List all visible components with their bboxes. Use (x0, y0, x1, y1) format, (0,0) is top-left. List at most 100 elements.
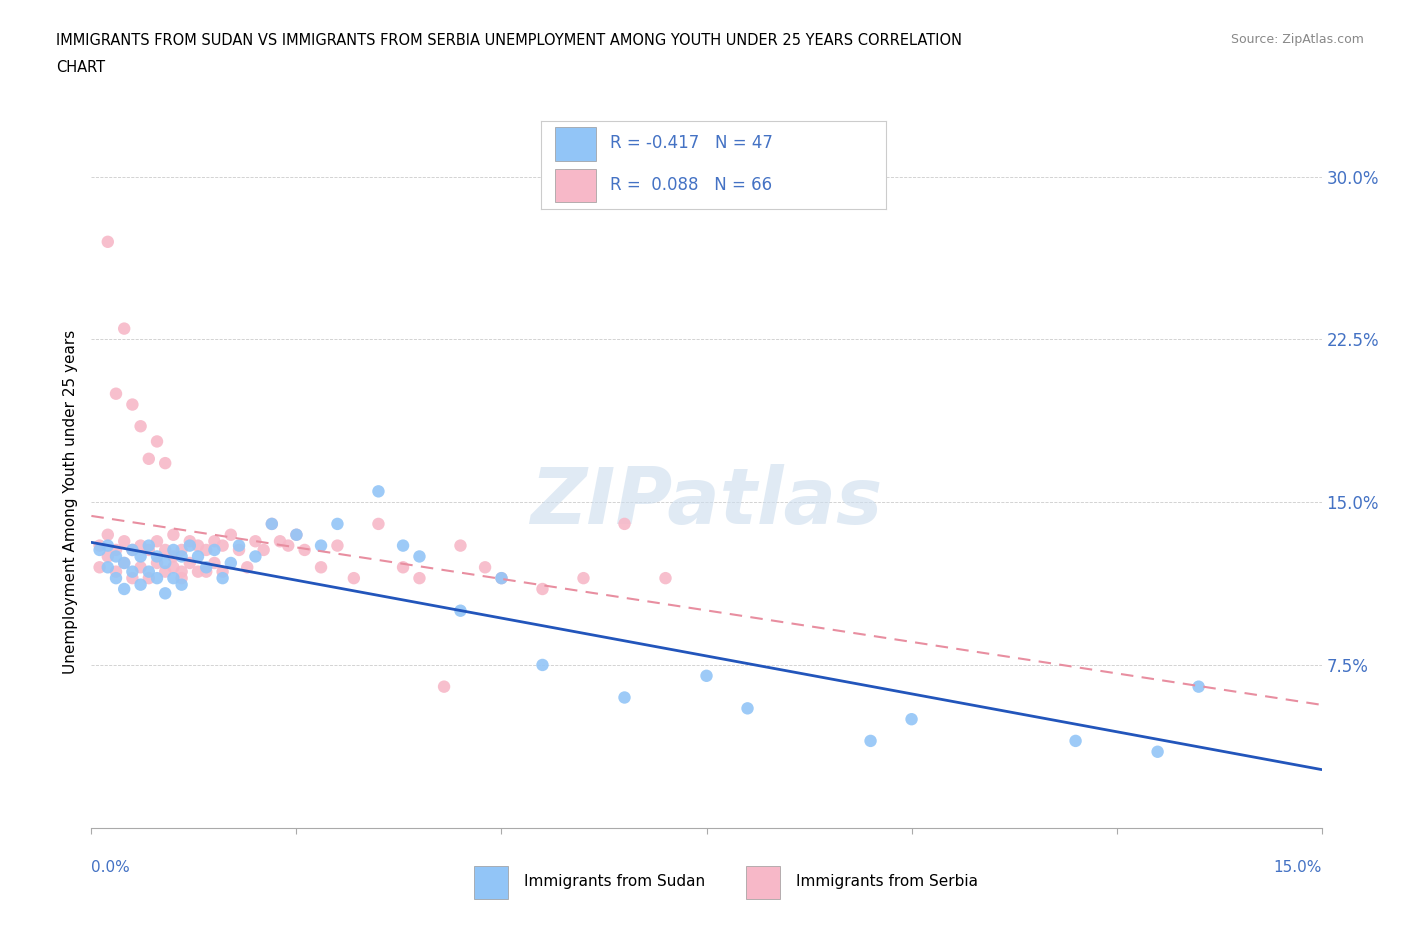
Point (97, 538, 120, 553)
Point (146, 555, 169, 570)
Point (285, 527, 308, 542)
Point (112, 555, 135, 570)
Point (105, 386, 127, 401)
Text: R =  0.088   N = 66: R = 0.088 N = 66 (610, 177, 772, 194)
Point (202, 555, 225, 570)
Point (112, 534, 135, 549)
Point (491, 571, 513, 586)
Point (162, 527, 184, 542)
Point (449, 604, 471, 618)
Point (392, 538, 415, 553)
Point (900, 711, 922, 726)
Point (89, 538, 111, 553)
Point (138, 565, 160, 579)
Point (1064, 734, 1087, 749)
Point (97, 527, 120, 542)
Point (211, 538, 233, 553)
Point (572, 571, 595, 586)
Point (195, 560, 218, 575)
FancyBboxPatch shape (747, 866, 780, 899)
Point (245, 549, 267, 564)
Point (408, 571, 430, 586)
Point (219, 527, 242, 542)
Point (105, 549, 127, 564)
Point (449, 538, 471, 553)
Point (236, 560, 259, 575)
Point (170, 549, 193, 564)
Point (195, 565, 218, 579)
Point (228, 542, 250, 557)
Point (269, 534, 291, 549)
Point (737, 701, 759, 716)
Point (146, 571, 169, 586)
Point (138, 451, 160, 466)
Point (202, 534, 225, 549)
Text: Source: ZipAtlas.com: Source: ZipAtlas.com (1230, 33, 1364, 46)
Point (309, 560, 332, 575)
Point (654, 571, 676, 586)
Point (170, 578, 193, 592)
Point (309, 538, 332, 553)
Point (97, 549, 120, 564)
Text: R = -0.417   N = 47: R = -0.417 N = 47 (610, 135, 773, 153)
Point (228, 538, 250, 553)
Point (294, 542, 316, 557)
Point (121, 565, 143, 579)
Point (112, 321, 135, 336)
Point (121, 542, 143, 557)
Point (187, 538, 209, 553)
Point (129, 578, 152, 592)
Point (105, 542, 127, 557)
Point (170, 571, 193, 586)
Point (170, 542, 193, 557)
Point (179, 555, 201, 570)
Point (277, 538, 299, 553)
Point (491, 571, 513, 586)
Point (129, 549, 152, 564)
Point (187, 549, 209, 564)
Point (121, 397, 143, 412)
Point (146, 549, 169, 564)
Point (367, 516, 389, 531)
Point (531, 658, 554, 672)
Point (121, 571, 143, 586)
Text: 15.0%: 15.0% (1274, 860, 1322, 875)
Point (408, 549, 430, 564)
Point (392, 560, 415, 575)
Point (129, 418, 152, 433)
Point (474, 560, 496, 575)
Point (105, 565, 127, 579)
Point (179, 538, 201, 553)
Point (138, 538, 160, 553)
Text: Immigrants from Sudan: Immigrants from Sudan (523, 873, 704, 889)
Point (162, 542, 184, 557)
Point (613, 690, 636, 705)
Text: ZIPatlas: ZIPatlas (530, 464, 883, 540)
Point (153, 456, 177, 471)
Point (1187, 679, 1209, 694)
Point (367, 484, 389, 498)
Point (153, 586, 177, 601)
Point (162, 560, 184, 575)
Point (112, 581, 135, 596)
Point (89, 542, 111, 557)
FancyBboxPatch shape (555, 168, 596, 202)
Point (343, 571, 366, 586)
Point (97, 560, 120, 575)
Point (260, 516, 283, 531)
Point (260, 516, 283, 531)
FancyBboxPatch shape (474, 866, 508, 899)
Point (211, 571, 233, 586)
Point (531, 581, 554, 596)
Point (153, 542, 177, 557)
Point (245, 534, 267, 549)
Point (211, 565, 233, 579)
Y-axis label: Unemployment Among Youth under 25 years: Unemployment Among Youth under 25 years (63, 330, 79, 674)
Point (89, 560, 111, 575)
Point (138, 542, 160, 557)
Point (121, 542, 143, 557)
Point (146, 534, 169, 549)
Point (326, 516, 349, 531)
Point (97, 234, 120, 249)
Point (129, 538, 152, 553)
